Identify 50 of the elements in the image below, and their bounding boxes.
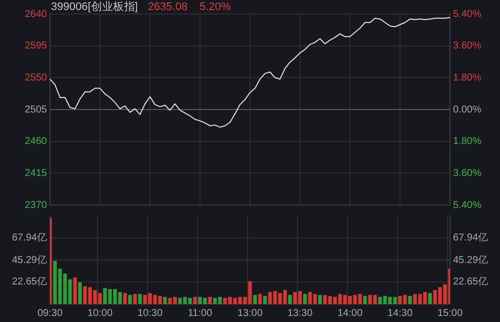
y2-tick-label: 3.60% bbox=[453, 40, 482, 52]
bar bbox=[363, 296, 367, 304]
bar bbox=[138, 294, 142, 304]
y-tick-label: 2415 bbox=[24, 168, 48, 179]
y-tick-label: 2595 bbox=[24, 40, 48, 52]
bar bbox=[78, 282, 82, 304]
y-tick-label: 67.94亿 bbox=[12, 232, 47, 244]
y-tick-label: 2370 bbox=[24, 200, 48, 211]
bar bbox=[73, 277, 77, 304]
bar bbox=[408, 296, 412, 304]
y-tick-label: 22.65亿 bbox=[12, 276, 47, 288]
y2-tick-label: 0.00% bbox=[453, 104, 482, 116]
y2-tick-label: 67.94亿 bbox=[453, 232, 488, 244]
x-tick-label: 13:00 bbox=[237, 308, 263, 319]
y-tick-label: 2640 bbox=[24, 8, 48, 20]
bar bbox=[428, 292, 432, 304]
x-tick-label: 14:00 bbox=[337, 308, 363, 319]
bar bbox=[263, 296, 267, 304]
bar bbox=[318, 294, 322, 304]
x-tick-label: 10:00 bbox=[87, 308, 113, 319]
bar bbox=[123, 292, 127, 304]
bar bbox=[253, 294, 257, 304]
y2-tick-label: 22.65亿 bbox=[453, 276, 488, 288]
bar bbox=[193, 296, 197, 304]
x-tick-label: 11:00 bbox=[188, 308, 213, 319]
chart-title: 399006[创业板指] bbox=[51, 0, 138, 14]
x-tick-label: 10:30 bbox=[137, 308, 163, 319]
y2-tick-label: 1.80% bbox=[453, 72, 482, 84]
bar bbox=[208, 296, 212, 304]
y-tick-label: 45.29亿 bbox=[12, 254, 47, 266]
y-tick-label: 2505 bbox=[24, 104, 48, 116]
bar bbox=[258, 294, 262, 304]
x-tick-label: 09:30 bbox=[37, 308, 63, 319]
x-tick-label: 15:00 bbox=[437, 308, 463, 319]
x-tick-label: 14:30 bbox=[387, 308, 413, 319]
bar bbox=[288, 294, 292, 304]
y2-tick-label: 5.40% bbox=[453, 200, 482, 211]
text: 2635.08 bbox=[148, 1, 188, 14]
bar bbox=[163, 296, 167, 304]
y-tick-label: 2460 bbox=[24, 136, 48, 148]
y2-tick-label: 3.60% bbox=[453, 168, 482, 179]
x-tick-label: 13:30 bbox=[287, 308, 313, 319]
bar bbox=[303, 294, 307, 304]
y2-tick-label: 5.40% bbox=[453, 8, 482, 20]
bar bbox=[128, 294, 132, 304]
y2-tick-label: 45.29亿 bbox=[453, 254, 488, 266]
bar bbox=[133, 294, 137, 304]
text: 5.20% bbox=[200, 1, 231, 14]
y-tick-label: 2550 bbox=[24, 72, 48, 84]
y2-tick-label: 1.80% bbox=[453, 136, 482, 148]
